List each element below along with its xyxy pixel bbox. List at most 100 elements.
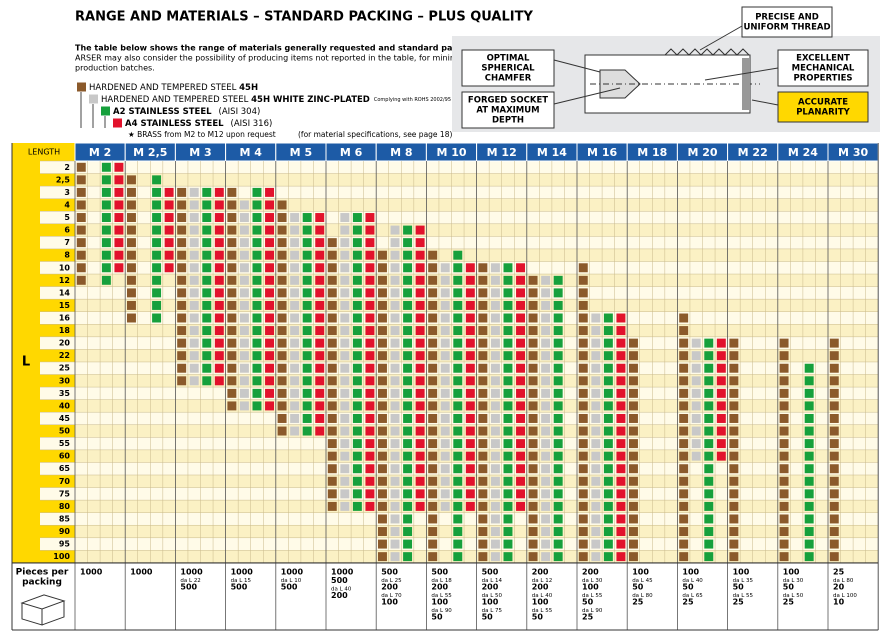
material-square <box>591 363 601 373</box>
pointer <box>553 87 621 105</box>
packing-value: 100 <box>783 567 800 576</box>
material-square <box>428 300 438 310</box>
length-label: 50 <box>59 427 71 436</box>
material-square <box>265 326 274 336</box>
material-square <box>290 263 300 273</box>
material-square <box>290 288 300 298</box>
material-square <box>252 288 262 298</box>
material-square <box>704 363 714 373</box>
material-square <box>704 388 714 398</box>
material-square <box>277 326 287 336</box>
material-square <box>629 388 638 398</box>
material-square <box>390 275 400 285</box>
material-square <box>277 414 287 423</box>
length-label: 40 <box>59 401 71 410</box>
material-square <box>465 476 475 486</box>
thread <box>664 48 750 56</box>
material-square <box>265 388 274 398</box>
material-square <box>428 288 438 298</box>
material-square <box>453 414 463 423</box>
material-square <box>340 313 350 323</box>
material-square <box>327 326 337 336</box>
material-square <box>415 263 425 273</box>
legend-swatch <box>89 94 98 104</box>
material-square <box>428 527 438 536</box>
diagram-label: AT MAXIMUM <box>476 106 539 116</box>
size-label: M 20 <box>687 146 717 159</box>
material-square <box>478 363 488 373</box>
material-square <box>478 338 488 348</box>
material-square <box>352 476 362 486</box>
material-square <box>453 376 463 386</box>
material-square <box>829 501 839 511</box>
material-square <box>390 363 400 373</box>
material-square <box>490 388 500 398</box>
material-square <box>490 489 500 499</box>
legend-note: (AISI 316) <box>231 119 273 129</box>
material-square <box>503 439 513 449</box>
diagram-label: PRECISE AND <box>755 13 819 23</box>
material-square <box>277 401 287 411</box>
material-square <box>490 326 500 336</box>
spec-note: (for material specifications, see page 1… <box>298 130 452 139</box>
legend-text: A4 STAINLESS STEEL <box>125 119 227 129</box>
material-square <box>101 213 111 222</box>
material-square <box>679 451 689 461</box>
material-square <box>603 401 613 411</box>
material-square <box>729 363 739 373</box>
material-square <box>553 501 563 511</box>
material-square <box>603 338 613 348</box>
legend-text: A2 STAINLESS STEEL <box>113 107 215 117</box>
material-square <box>227 300 237 310</box>
material-square <box>252 376 262 386</box>
packing-threshold: da L 75 <box>482 608 503 614</box>
material-square <box>101 238 111 248</box>
material-square <box>415 451 425 461</box>
packing-threshold: da L 55 <box>582 593 603 599</box>
material-square <box>578 388 588 398</box>
material-square <box>428 426 438 436</box>
material-square <box>327 501 337 511</box>
row-bg <box>40 211 879 224</box>
material-square <box>290 213 300 222</box>
material-square <box>315 225 325 235</box>
material-square <box>177 187 187 197</box>
material-square <box>553 288 563 298</box>
material-square <box>679 514 689 524</box>
material-square <box>528 275 538 285</box>
material-square <box>453 539 463 549</box>
material-square <box>779 338 789 348</box>
material-square <box>616 326 626 336</box>
material-square <box>202 213 212 222</box>
material-square <box>403 338 413 348</box>
material-square <box>528 300 538 310</box>
material-square <box>177 238 187 248</box>
material-square <box>265 288 274 298</box>
material-square <box>616 514 626 524</box>
material-square <box>603 451 613 461</box>
material-square <box>127 225 136 235</box>
material-square <box>239 200 249 210</box>
material-square <box>415 439 425 449</box>
material-square <box>704 527 714 536</box>
material-square <box>516 326 525 336</box>
material-square <box>378 539 387 549</box>
material-square <box>440 501 450 511</box>
material-square <box>716 426 726 436</box>
material-square <box>290 300 300 310</box>
material-square <box>578 514 588 524</box>
material-square <box>177 263 187 273</box>
material-square <box>415 376 425 386</box>
material-square <box>478 414 488 423</box>
material-square <box>465 326 475 336</box>
material-square <box>516 300 525 310</box>
packing-threshold: da L 35 <box>733 578 754 584</box>
material-square <box>202 238 212 248</box>
material-square <box>716 363 726 373</box>
material-square <box>541 539 551 549</box>
material-square <box>340 238 350 248</box>
row-bg <box>40 173 879 187</box>
material-square <box>390 238 400 248</box>
packing-threshold: da L 50 <box>482 593 503 599</box>
material-square <box>290 250 300 260</box>
